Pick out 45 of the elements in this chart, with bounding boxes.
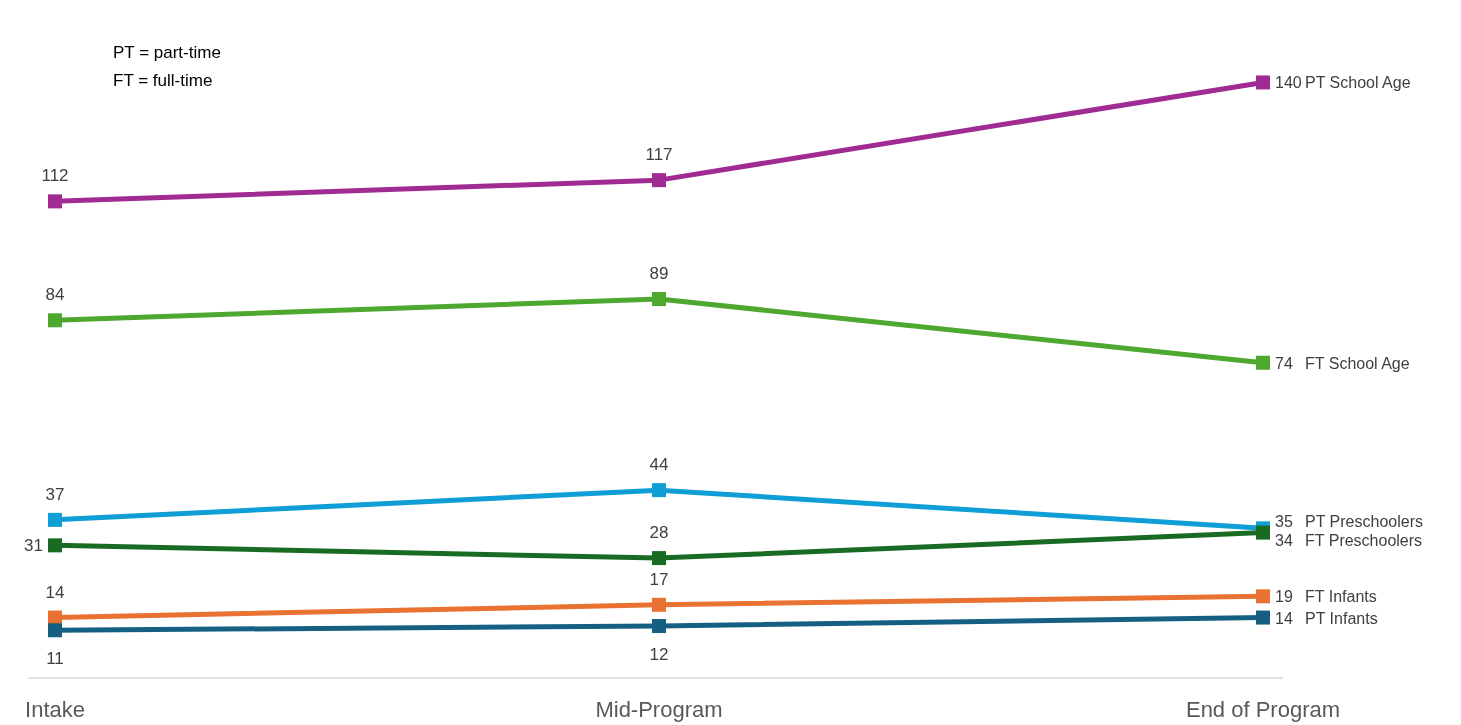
x-tick-label: Mid-Program: [595, 697, 723, 722]
data-label: 44: [649, 455, 669, 475]
point: [1256, 610, 1270, 625]
data-label: 12: [649, 645, 669, 665]
point: [48, 623, 62, 638]
annotation: FT = full-time: [113, 71, 213, 90]
data-label: 17: [649, 569, 669, 589]
text: PT School Age: [1305, 74, 1411, 92]
text: FT Preschoolers: [1305, 531, 1423, 549]
data-label: 11: [46, 649, 64, 669]
text: PT Preschoolers: [1305, 512, 1423, 530]
point: [652, 597, 666, 612]
data-label: 112: [41, 166, 69, 186]
x-tick-label: Intake: [25, 697, 85, 722]
data-label: 28: [649, 523, 669, 543]
point: [652, 173, 666, 188]
x-tick-label: End of Program: [1185, 697, 1341, 722]
data-label: 19: [1275, 588, 1293, 606]
data-label: 84: [45, 285, 65, 305]
data-label: 89: [649, 264, 669, 284]
data-label: 117: [645, 145, 673, 165]
text: PT Infants: [1305, 609, 1378, 627]
text: PT = part-time: [113, 43, 221, 62]
point: [652, 483, 666, 498]
text: FT Infants: [1305, 588, 1377, 606]
point: [1256, 355, 1270, 370]
data-label: 74: [1275, 354, 1293, 372]
data-label: 34: [1275, 531, 1293, 549]
point: [1256, 75, 1270, 90]
data-label: 14: [1275, 609, 1293, 627]
data-label: 14: [45, 582, 65, 602]
data-label: 31: [24, 536, 43, 556]
point: [1256, 589, 1270, 604]
point: [652, 292, 666, 307]
point: [1256, 525, 1270, 540]
point: [48, 512, 62, 527]
point: [652, 551, 666, 566]
point: [652, 619, 666, 634]
data-label: 37: [45, 484, 65, 504]
data-label: 140: [1275, 74, 1302, 92]
text: FT School Age: [1305, 354, 1410, 372]
point: [48, 538, 62, 553]
point: [48, 194, 62, 209]
point: [48, 313, 62, 328]
data-label: 35: [1275, 512, 1293, 530]
